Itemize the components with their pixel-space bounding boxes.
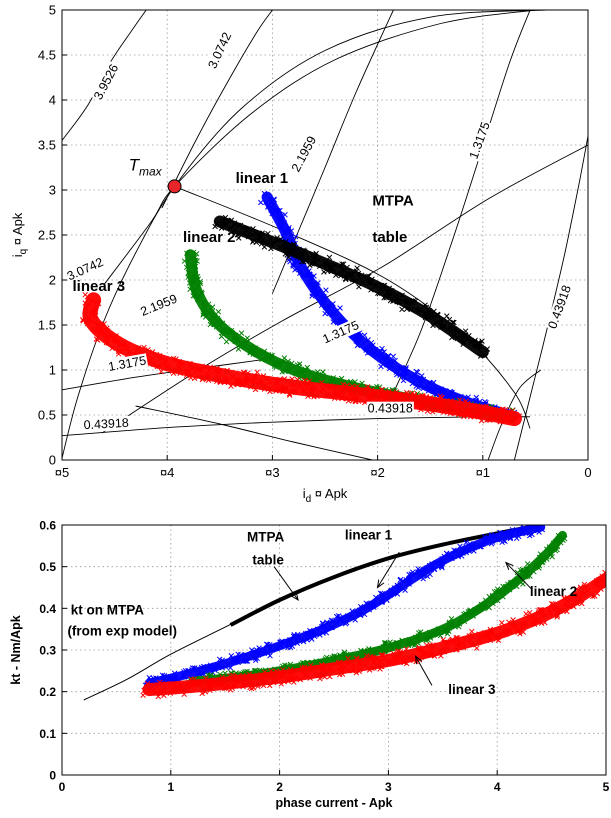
- top-annotation: linear 2: [183, 229, 236, 246]
- bottom-xtick-label: 1: [167, 780, 174, 794]
- top-chart: ¤5 ¤4 ¤3 ¤2 ¤1 000.511.522.533.544.553.95263.…: [10, 3, 592, 506]
- bottom-series-group: [83, 525, 606, 701]
- annotation-arrow: [273, 566, 299, 601]
- top-ytick-label: 5: [49, 3, 56, 18]
- top-xtick-label: ¤5: [55, 465, 69, 480]
- top-series-linear-3-markers: [80, 292, 522, 425]
- bottom-annotation: table: [252, 553, 284, 568]
- contour-line: [487, 369, 541, 460]
- top-xtick-label: ¤1: [476, 465, 490, 480]
- top-annotation: linear 3: [73, 278, 126, 295]
- bottom-annotation: linear 1: [345, 528, 393, 543]
- contour-line: [135, 405, 373, 460]
- annotation-arrow: [415, 656, 433, 686]
- arrow-head: [376, 579, 385, 589]
- contour-label-text: 1.3175: [107, 353, 147, 373]
- contour-label-bg: [466, 119, 494, 162]
- top-ytick-label: 2: [49, 273, 56, 288]
- top-ytick-label: 1.5: [38, 318, 56, 333]
- bottom-annotation: linear 3: [448, 682, 496, 697]
- contour-line: [103, 10, 536, 285]
- top-ytick-label: 4: [49, 93, 56, 108]
- annotation-arrow: [377, 551, 400, 588]
- contour-line: [513, 135, 588, 460]
- top-ytick-label: 3.5: [38, 138, 56, 153]
- bottom-ytick-label: 0.4: [39, 602, 56, 616]
- bottom-ytick-label: 0: [49, 769, 56, 783]
- contour-label: 0.43918: [366, 401, 414, 416]
- top-xlabel: id ¤ Apk: [303, 486, 348, 505]
- bottom-ytick-label: 0.5: [39, 560, 56, 574]
- bottom-xtick-label: 5: [603, 780, 610, 794]
- contour-label-bg: [204, 29, 235, 72]
- tmax-point: [167, 179, 182, 194]
- annotation-arrow: [505, 562, 533, 590]
- bottom-series-linear-3-markers: [140, 569, 606, 700]
- bottom-annotation: MTPA: [247, 530, 284, 545]
- top-annotation: MTPA: [372, 192, 414, 209]
- top-xtick-label: 0: [584, 465, 591, 480]
- contour-label-bg: [90, 60, 122, 104]
- top-ylabel: iq ¤ Apk: [10, 212, 29, 257]
- contour-line: [382, 10, 531, 416]
- bottom-annotation: linear 2: [530, 584, 577, 599]
- top-ytick-label: 0: [49, 453, 56, 468]
- contour-label-bg: [106, 353, 149, 375]
- top-ytick-label: 1: [49, 363, 56, 378]
- top-frame: [61, 9, 589, 461]
- bottom-annotation: kt on MTPA: [71, 603, 144, 618]
- bottom-ytick-label: 0.3: [39, 644, 56, 658]
- contour-label-bg: [137, 291, 181, 320]
- contour-label: 0.43918: [82, 415, 131, 433]
- contour-label-bg: [544, 282, 575, 332]
- top-ytick-label: 3: [49, 183, 56, 198]
- bottom-xtick-label: 2: [276, 780, 283, 794]
- arrow-head: [414, 655, 423, 665]
- contour-line: [174, 185, 531, 429]
- top-annotation: table: [372, 229, 407, 246]
- contour-label-bg: [288, 132, 320, 176]
- contour-label-bg: [63, 254, 107, 284]
- contour-label-bg: [366, 401, 414, 416]
- bottom-ytick-label: 0.6: [39, 519, 56, 533]
- top-ytick-label: 4.5: [38, 48, 56, 63]
- arrow-head: [505, 561, 514, 571]
- arrow-head: [291, 592, 299, 602]
- bottom-annotation: (from exp model): [67, 623, 177, 638]
- top-series-linear-3: [82, 292, 522, 427]
- bottom-frame: [61, 524, 607, 776]
- bottom-ylabel: kt - Nm/Apk: [9, 615, 23, 685]
- tmax-label: Tmax: [129, 155, 163, 178]
- contour-label-bg: [319, 317, 363, 347]
- contour-label-bg: [82, 415, 131, 433]
- contour-label: 1.3175: [106, 353, 149, 375]
- top-xtick-label: ¤3: [265, 465, 279, 480]
- bottom-xtick-label: 4: [494, 780, 501, 794]
- top-ytick-label: 2.5: [38, 228, 56, 243]
- top-series-mtpa-table-markers: [212, 214, 491, 359]
- top-annotation: linear 1: [236, 170, 289, 187]
- top-xtick-label: ¤4: [160, 465, 174, 480]
- contour-line: [161, 10, 273, 209]
- bottom-xtick-label: 3: [385, 780, 392, 794]
- bottom-xlabel: phase current - Apk: [276, 796, 393, 810]
- top-xtick-label: ¤2: [370, 465, 384, 480]
- contour-label-text: 0.43918: [368, 402, 413, 416]
- bottom-ytick-label: 0.1: [39, 727, 56, 741]
- contour-label-text: 0.43918: [83, 416, 129, 432]
- bottom-xtick-label: 0: [59, 780, 66, 794]
- top-ytick-label: 0.5: [38, 408, 56, 423]
- bottom-chart: 0 1 2 3 4 5 0 0.1 0.2 0.3 0.4 0.5 0.6 MTPA table linear…: [9, 519, 610, 811]
- bottom-ytick-label: 0.2: [39, 685, 56, 699]
